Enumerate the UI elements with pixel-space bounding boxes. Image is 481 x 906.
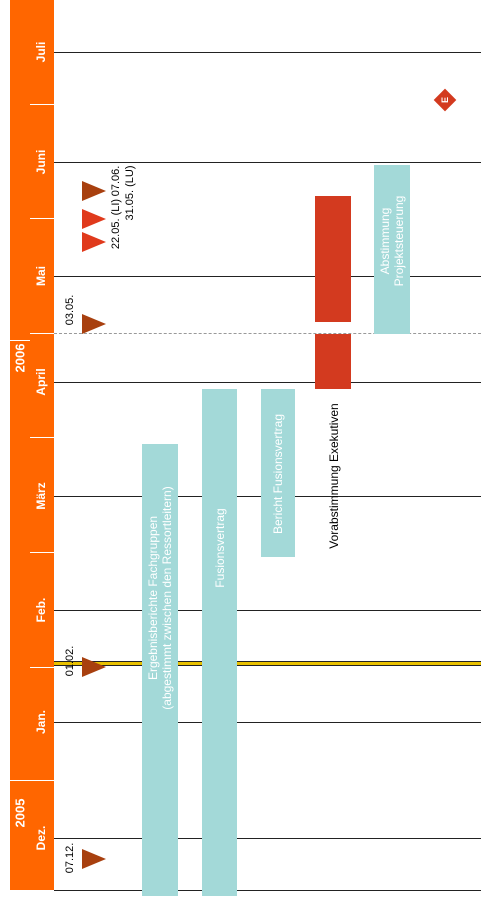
month-gridline xyxy=(54,838,481,839)
bar-bericht-fusionsvertrag xyxy=(261,389,295,557)
milestone-triangle-0102 xyxy=(82,657,106,677)
month-label-dez: Dez. xyxy=(34,825,48,851)
strip-tick xyxy=(30,333,54,334)
year-divider xyxy=(10,340,30,341)
bar-label-line: Projektsteuerung xyxy=(392,195,406,287)
end-diamond-letter: E xyxy=(440,96,450,104)
month-label-maerz: März xyxy=(34,482,48,510)
bar-label-bericht: Bericht Fusionsvertrag xyxy=(271,413,285,535)
milestone-label-2205: 22.05. (LI) xyxy=(110,198,122,250)
bar-vorabstimmung-upper xyxy=(315,196,351,322)
milestone-triangle-0305 xyxy=(82,314,106,334)
bar-label-line: Ergebnisberichte Fachgruppen xyxy=(146,515,160,681)
bar-label-line: Abstimmung xyxy=(378,207,392,275)
month-label-feb: Feb. xyxy=(34,597,48,623)
milestone-triangle-0712 xyxy=(82,849,106,869)
dashed-gridline xyxy=(54,333,481,334)
milestone-label-3105: 31.05. (LU) xyxy=(124,165,136,221)
bar-label-abstimmung: Abstimmung Projektsteuerung xyxy=(378,196,406,287)
bar-label-vorabstimmung: Vorabstimmung Exekutiven xyxy=(327,403,341,549)
year-label-2006: 2006 xyxy=(12,343,28,373)
strip-tick xyxy=(30,552,54,553)
bar-label-ergebnisberichte: Ergebnisberichte Fachgruppen (abgestimmt… xyxy=(146,486,174,709)
milestone-label-0305: 03.05. xyxy=(64,294,76,326)
bar-fusionsvertrag xyxy=(202,389,237,896)
bottom-line xyxy=(54,890,481,891)
year-divider xyxy=(10,780,30,781)
month-label-juni: Juni xyxy=(34,149,48,175)
bar-ergebnisberichte xyxy=(142,444,178,896)
month-gridline xyxy=(54,52,481,53)
month-label-jan: Jan. xyxy=(34,709,48,735)
marker-line-yellow xyxy=(54,662,481,665)
bar-label-line: (abgestimmt zwischen den Ressortleitern) xyxy=(160,486,174,710)
milestone-triangle-3105 xyxy=(82,209,106,229)
bar-label-fusionsvertrag: Fusionsvertrag xyxy=(213,508,227,588)
month-gridline xyxy=(54,162,481,163)
strip-tick xyxy=(30,437,54,438)
marker-line-bottom xyxy=(54,665,481,666)
strip-tick xyxy=(30,667,54,668)
marker-line-top xyxy=(54,661,481,662)
month-gridline xyxy=(54,276,481,277)
month-label-juli: Juli xyxy=(34,41,48,63)
year-label-2005: 2005 xyxy=(12,798,28,828)
milestone-label-0102: 01.02. xyxy=(64,645,76,677)
milestone-label-0712: 07.12. xyxy=(64,842,76,874)
month-gridline xyxy=(54,722,481,723)
month-strip xyxy=(10,0,54,890)
month-label-mai: Mai xyxy=(34,265,48,287)
month-gridline xyxy=(54,382,481,383)
milestone-triangle-2205 xyxy=(82,232,106,252)
strip-tick xyxy=(30,780,54,781)
milestone-triangle-0706 xyxy=(82,181,106,201)
strip-tick xyxy=(30,104,54,105)
bar-abstimmung xyxy=(374,165,410,334)
month-gridline xyxy=(54,610,481,611)
milestone-label-0706: 07.06. xyxy=(110,165,122,197)
strip-tick xyxy=(30,218,54,219)
bar-vorabstimmung-lower xyxy=(315,334,351,389)
month-label-april: April xyxy=(34,368,48,396)
